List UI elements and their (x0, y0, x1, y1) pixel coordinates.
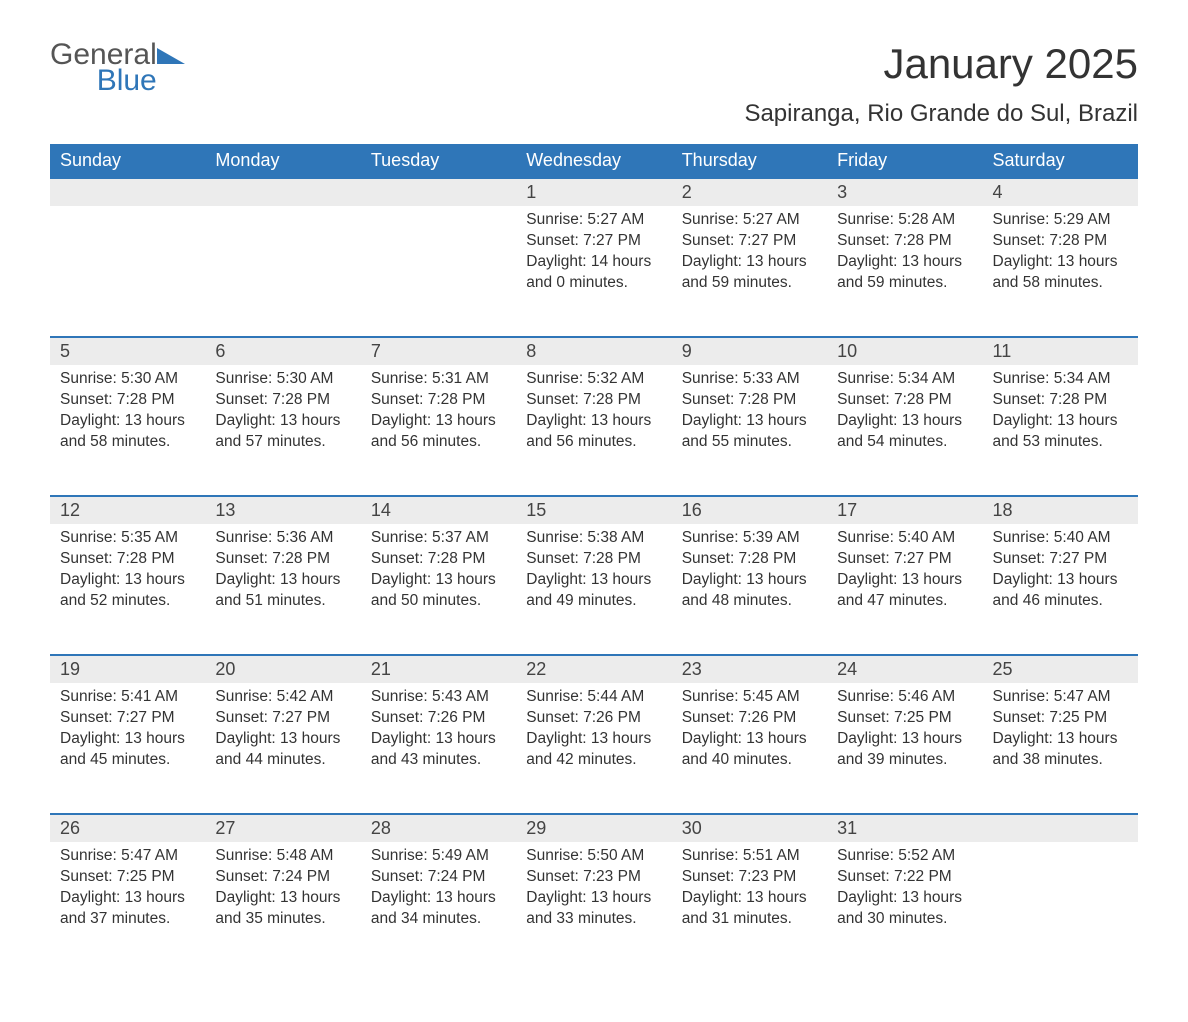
day-number: 17 (827, 495, 982, 524)
day-cell: Sunrise: 5:44 AMSunset: 7:26 PMDaylight:… (516, 683, 671, 791)
day-number: 29 (516, 813, 671, 842)
day-cell: Sunrise: 5:48 AMSunset: 7:24 PMDaylight:… (205, 842, 360, 950)
day-number: 3 (827, 177, 982, 206)
day-cell: Sunrise: 5:31 AMSunset: 7:28 PMDaylight:… (361, 365, 516, 473)
day-number: 25 (983, 654, 1138, 683)
day-header: Saturday (983, 144, 1138, 177)
day-cell (361, 206, 516, 230)
day-cell: Sunrise: 5:42 AMSunset: 7:27 PMDaylight:… (205, 683, 360, 791)
day-cell: Sunrise: 5:33 AMSunset: 7:28 PMDaylight:… (672, 365, 827, 473)
day-number: 9 (672, 336, 827, 365)
day-cell: Sunrise: 5:45 AMSunset: 7:26 PMDaylight:… (672, 683, 827, 791)
day-header: Thursday (672, 144, 827, 177)
day-cell: Sunrise: 5:52 AMSunset: 7:22 PMDaylight:… (827, 842, 982, 950)
day-header: Tuesday (361, 144, 516, 177)
day-cell: Sunrise: 5:40 AMSunset: 7:27 PMDaylight:… (983, 524, 1138, 632)
calendar-table: SundayMondayTuesdayWednesdayThursdayFrid… (50, 144, 1138, 972)
day-cell: Sunrise: 5:43 AMSunset: 7:26 PMDaylight:… (361, 683, 516, 791)
day-cell: Sunrise: 5:37 AMSunset: 7:28 PMDaylight:… (361, 524, 516, 632)
day-cell: Sunrise: 5:41 AMSunset: 7:27 PMDaylight:… (50, 683, 205, 791)
logo: General Blue (50, 40, 185, 96)
day-number: 19 (50, 654, 205, 683)
day-number: 7 (361, 336, 516, 365)
day-number: 22 (516, 654, 671, 683)
day-number (983, 813, 1138, 842)
day-cell: Sunrise: 5:39 AMSunset: 7:28 PMDaylight:… (672, 524, 827, 632)
day-cell: Sunrise: 5:50 AMSunset: 7:23 PMDaylight:… (516, 842, 671, 950)
logo-flag-icon (157, 48, 185, 64)
day-cell (983, 842, 1138, 866)
day-number: 21 (361, 654, 516, 683)
day-cell: Sunrise: 5:28 AMSunset: 7:28 PMDaylight:… (827, 206, 982, 314)
day-cell: Sunrise: 5:27 AMSunset: 7:27 PMDaylight:… (672, 206, 827, 314)
day-number: 10 (827, 336, 982, 365)
day-number: 30 (672, 813, 827, 842)
day-header-row: SundayMondayTuesdayWednesdayThursdayFrid… (50, 144, 1138, 177)
day-number: 4 (983, 177, 1138, 206)
day-cell: Sunrise: 5:38 AMSunset: 7:28 PMDaylight:… (516, 524, 671, 632)
day-cell: Sunrise: 5:34 AMSunset: 7:28 PMDaylight:… (983, 365, 1138, 473)
day-number: 16 (672, 495, 827, 524)
day-cell: Sunrise: 5:30 AMSunset: 7:28 PMDaylight:… (50, 365, 205, 473)
day-cell: Sunrise: 5:30 AMSunset: 7:28 PMDaylight:… (205, 365, 360, 473)
day-cell: Sunrise: 5:47 AMSunset: 7:25 PMDaylight:… (983, 683, 1138, 791)
day-number (205, 177, 360, 206)
day-cell: Sunrise: 5:27 AMSunset: 7:27 PMDaylight:… (516, 206, 671, 314)
day-header: Friday (827, 144, 982, 177)
day-cell: Sunrise: 5:47 AMSunset: 7:25 PMDaylight:… (50, 842, 205, 950)
day-cell: Sunrise: 5:46 AMSunset: 7:25 PMDaylight:… (827, 683, 982, 791)
day-cell: Sunrise: 5:51 AMSunset: 7:23 PMDaylight:… (672, 842, 827, 950)
day-cell: Sunrise: 5:36 AMSunset: 7:28 PMDaylight:… (205, 524, 360, 632)
day-number: 15 (516, 495, 671, 524)
day-cell: Sunrise: 5:34 AMSunset: 7:28 PMDaylight:… (827, 365, 982, 473)
day-cell: Sunrise: 5:32 AMSunset: 7:28 PMDaylight:… (516, 365, 671, 473)
day-number (361, 177, 516, 206)
day-number: 13 (205, 495, 360, 524)
day-cell: Sunrise: 5:40 AMSunset: 7:27 PMDaylight:… (827, 524, 982, 632)
day-number: 28 (361, 813, 516, 842)
day-number: 20 (205, 654, 360, 683)
day-header: Monday (205, 144, 360, 177)
day-header: Wednesday (516, 144, 671, 177)
day-number (50, 177, 205, 206)
day-cell: Sunrise: 5:29 AMSunset: 7:28 PMDaylight:… (983, 206, 1138, 314)
day-number: 31 (827, 813, 982, 842)
day-number: 23 (672, 654, 827, 683)
day-number: 27 (205, 813, 360, 842)
day-cell: Sunrise: 5:35 AMSunset: 7:28 PMDaylight:… (50, 524, 205, 632)
day-number: 26 (50, 813, 205, 842)
day-header: Sunday (50, 144, 205, 177)
day-cell (50, 206, 205, 230)
day-number: 6 (205, 336, 360, 365)
day-number: 18 (983, 495, 1138, 524)
day-number: 12 (50, 495, 205, 524)
day-number: 8 (516, 336, 671, 365)
day-number: 1 (516, 177, 671, 206)
page-title: January 2025 (744, 40, 1138, 88)
day-number: 5 (50, 336, 205, 365)
day-number: 24 (827, 654, 982, 683)
day-number: 2 (672, 177, 827, 206)
location-subtitle: Sapiranga, Rio Grande do Sul, Brazil (744, 100, 1138, 128)
day-number: 14 (361, 495, 516, 524)
day-number: 11 (983, 336, 1138, 365)
day-cell: Sunrise: 5:49 AMSunset: 7:24 PMDaylight:… (361, 842, 516, 950)
day-cell (205, 206, 360, 230)
